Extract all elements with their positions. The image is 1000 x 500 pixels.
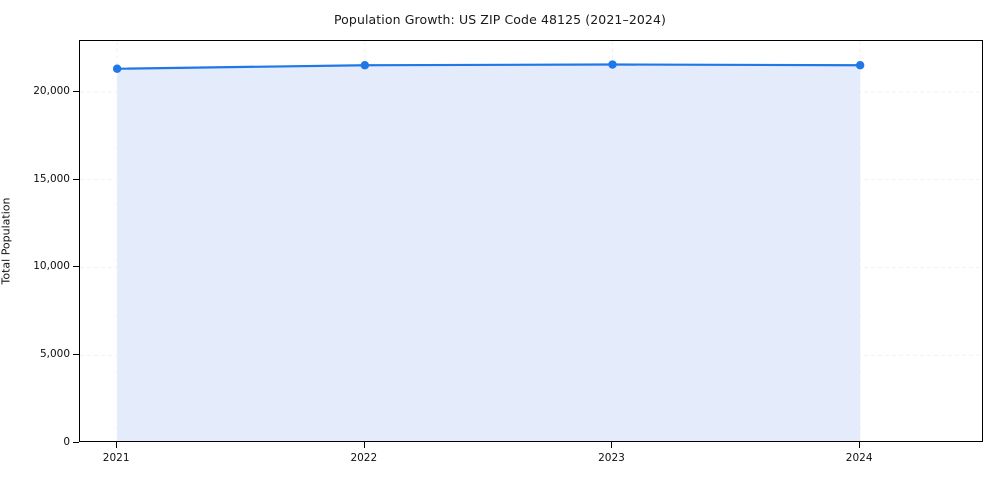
x-tick-label: 2023 [598, 452, 625, 464]
x-tick-label: 2024 [845, 452, 873, 464]
y-tick-mark [73, 442, 79, 443]
x-tick-mark [363, 442, 365, 448]
y-tick-label: 20,000 [33, 84, 70, 97]
area-fill [117, 64, 861, 441]
y-tick-label: 15,000 [33, 172, 70, 185]
data-point-markers [112, 60, 865, 73]
chart-plot-svg [80, 41, 982, 441]
plot-area [79, 40, 983, 442]
y-tick-label: 5,000 [39, 348, 70, 361]
y-axis-tick-labels: 0 5,000 10,000 15,000 20,000 [0, 0, 70, 500]
y-tick-label: 0 [63, 436, 70, 448]
x-tick-mark [859, 442, 861, 448]
x-tick-label: 2022 [350, 452, 378, 464]
x-tick-label: 2021 [102, 452, 130, 464]
chart-title: Population Growth: US ZIP Code 48125 (20… [333, 12, 667, 27]
x-tick-mark [116, 442, 118, 448]
y-tick-mark [73, 354, 79, 356]
y-tick-mark [73, 266, 79, 268]
y-tick-mark [73, 178, 79, 180]
data-line [116, 63, 862, 70]
y-tick-label: 10,000 [33, 260, 70, 273]
x-tick-mark [611, 442, 613, 448]
y-tick-mark [73, 90, 79, 92]
